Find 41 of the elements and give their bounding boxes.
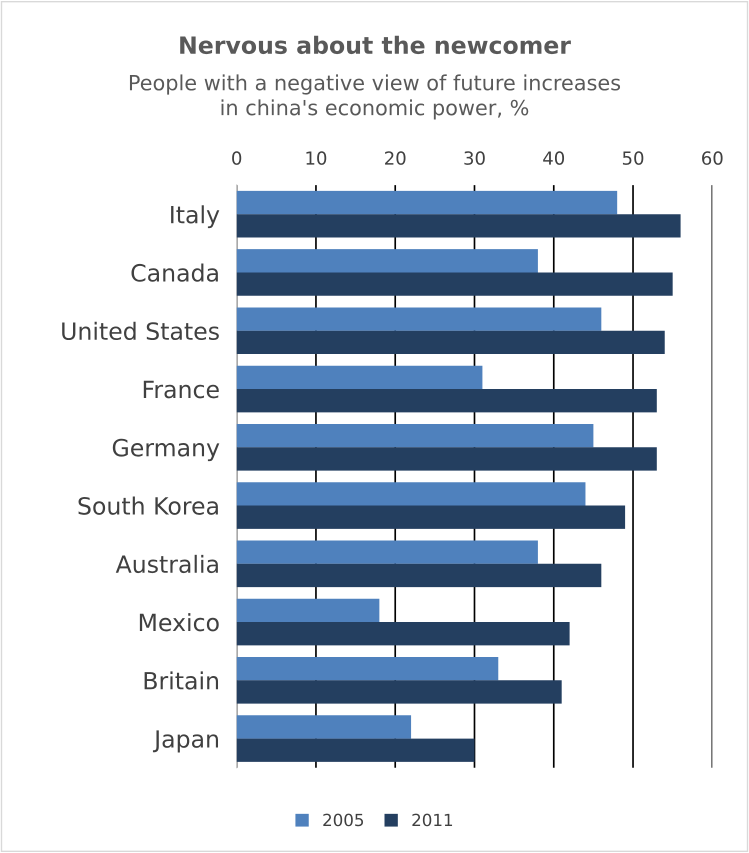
bar — [236, 482, 586, 506]
chart-subtitle: People with a negative view of future increases in china's economic power, % — [130, 74, 620, 120]
y-tick-label: Australia — [116, 554, 218, 574]
bar — [236, 447, 657, 471]
bar — [236, 389, 657, 412]
y-tick-label: Britain — [144, 671, 218, 690]
bar — [236, 307, 602, 331]
bar — [236, 366, 482, 390]
bar — [236, 738, 474, 762]
x-tick-label: 50 — [622, 151, 644, 165]
bar — [236, 657, 498, 680]
bar — [236, 249, 538, 272]
y-tick-label: Mexico — [140, 613, 219, 632]
x-tick-label: 20 — [385, 151, 406, 165]
bar — [236, 330, 665, 354]
bar — [236, 598, 380, 622]
y-tick-label: Italy — [171, 205, 220, 228]
bar — [236, 506, 626, 529]
y-tick-label: South Korea — [78, 496, 218, 515]
bar — [236, 272, 673, 296]
y-tick-label: Japan — [152, 730, 218, 752]
y-tick-label: Canada — [131, 264, 218, 282]
legend-label: 2005 — [323, 814, 364, 826]
y-tick-label: Germany — [112, 438, 220, 462]
x-tick-label: 40 — [543, 151, 564, 165]
bar — [236, 680, 562, 704]
x-tick-label: 30 — [464, 151, 485, 165]
x-tick-label: 60 — [702, 151, 723, 165]
chart-title: Nervous about the newcomer — [180, 36, 571, 54]
x-tick-label: 0 — [232, 151, 242, 165]
legend-label: 2011 — [412, 814, 452, 826]
x-tick-label: 10 — [306, 151, 326, 165]
y-tick-label: United States — [62, 322, 219, 340]
y-tick-label: France — [144, 380, 219, 398]
bar — [236, 424, 594, 448]
bar — [236, 540, 538, 564]
bar — [236, 622, 570, 646]
bar — [236, 190, 618, 214]
bar — [236, 715, 412, 739]
bar — [236, 214, 681, 238]
bar — [236, 564, 602, 588]
